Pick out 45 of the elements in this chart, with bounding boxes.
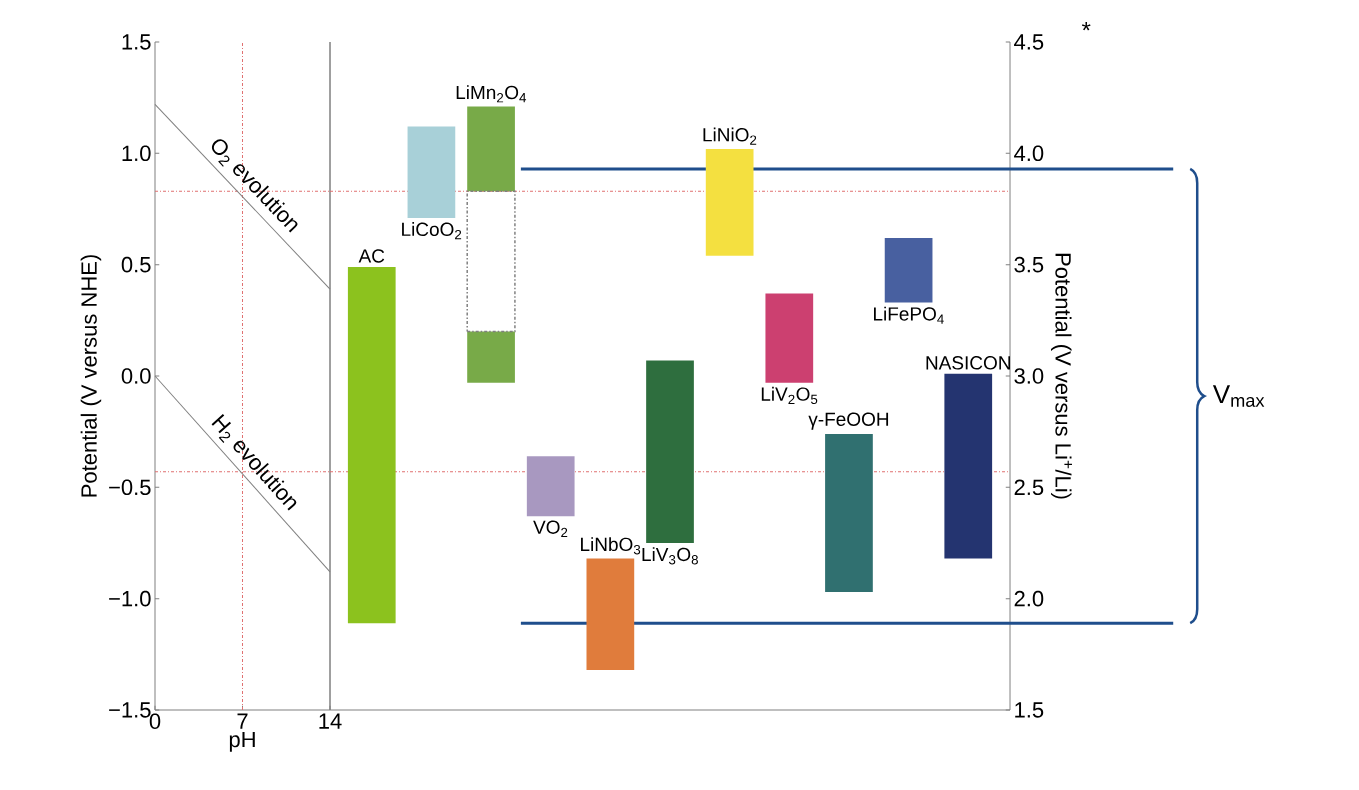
x-tick-label: 7 <box>237 713 248 729</box>
bar <box>765 293 814 383</box>
x-tick-label: LiV$_{3}$O$_{8}$ <box>642 547 698 565</box>
x-tick-label: 0 <box>149 713 161 730</box>
y-tick-label: 4.0 <box>1014 145 1044 162</box>
y-tick-label: 1.5 <box>1015 702 1044 718</box>
bar <box>705 148 754 256</box>
x-tick-label: LiFePO$_{4}$ <box>874 306 944 324</box>
bar <box>586 558 635 670</box>
x-tick-label: NASICON <box>926 356 1010 370</box>
text: V$_{max}$ <box>1212 385 1265 407</box>
bar <box>347 266 396 624</box>
x-tick-label: AC <box>358 249 385 263</box>
bar <box>407 126 456 218</box>
x-tick-label: γ-FeOOH <box>808 412 889 430</box>
y-tick-label: 2.0 <box>1014 590 1044 607</box>
x-tick-label: LiNbO$_{3}$ <box>581 537 641 555</box>
y-tick-label: 0.5 <box>121 256 151 273</box>
bar <box>646 360 694 543</box>
y-axis-title: Potential (V versus NHE) <box>80 255 102 497</box>
y-tick-label: 2.5 <box>1014 479 1044 496</box>
y-tick-label: 3.5 <box>1014 256 1044 273</box>
x-tick-label: LiNiO$_{2}$ <box>703 127 757 145</box>
y-tick-label: 1.0 <box>122 145 151 162</box>
x-tick-label: LiMn$_{2}$O$_{4}$ <box>456 85 527 103</box>
y-tick-label: 4.5 <box>1014 34 1044 50</box>
x-tick-label: VO$_{2}$ <box>533 520 568 538</box>
y-tick-label: 1.5 <box>122 34 151 50</box>
bar <box>466 190 516 333</box>
bar <box>944 373 993 559</box>
y-tick-label: −1.5 <box>109 702 151 718</box>
bar <box>825 433 873 592</box>
bar <box>884 237 933 303</box>
x-tick-label: 14 <box>319 713 342 729</box>
y-axis-title: Potential (V versus Li$^{+}$/Li) <box>1051 253 1072 499</box>
bar <box>467 331 515 383</box>
x-axis-title: pH <box>229 731 255 752</box>
x-tick-label: LiV$_{2}$O$_{5}$ <box>761 386 818 404</box>
y-tick-label: 0.0 <box>121 368 151 384</box>
bar <box>526 456 575 517</box>
text: * <box>1081 21 1091 31</box>
y-tick-label: −0.5 <box>109 479 151 496</box>
y-tick-label: 3.0 <box>1014 368 1044 384</box>
x-tick-label: LiCoO$_{2}$ <box>402 222 462 240</box>
y-tick-label: −1.0 <box>109 590 151 607</box>
